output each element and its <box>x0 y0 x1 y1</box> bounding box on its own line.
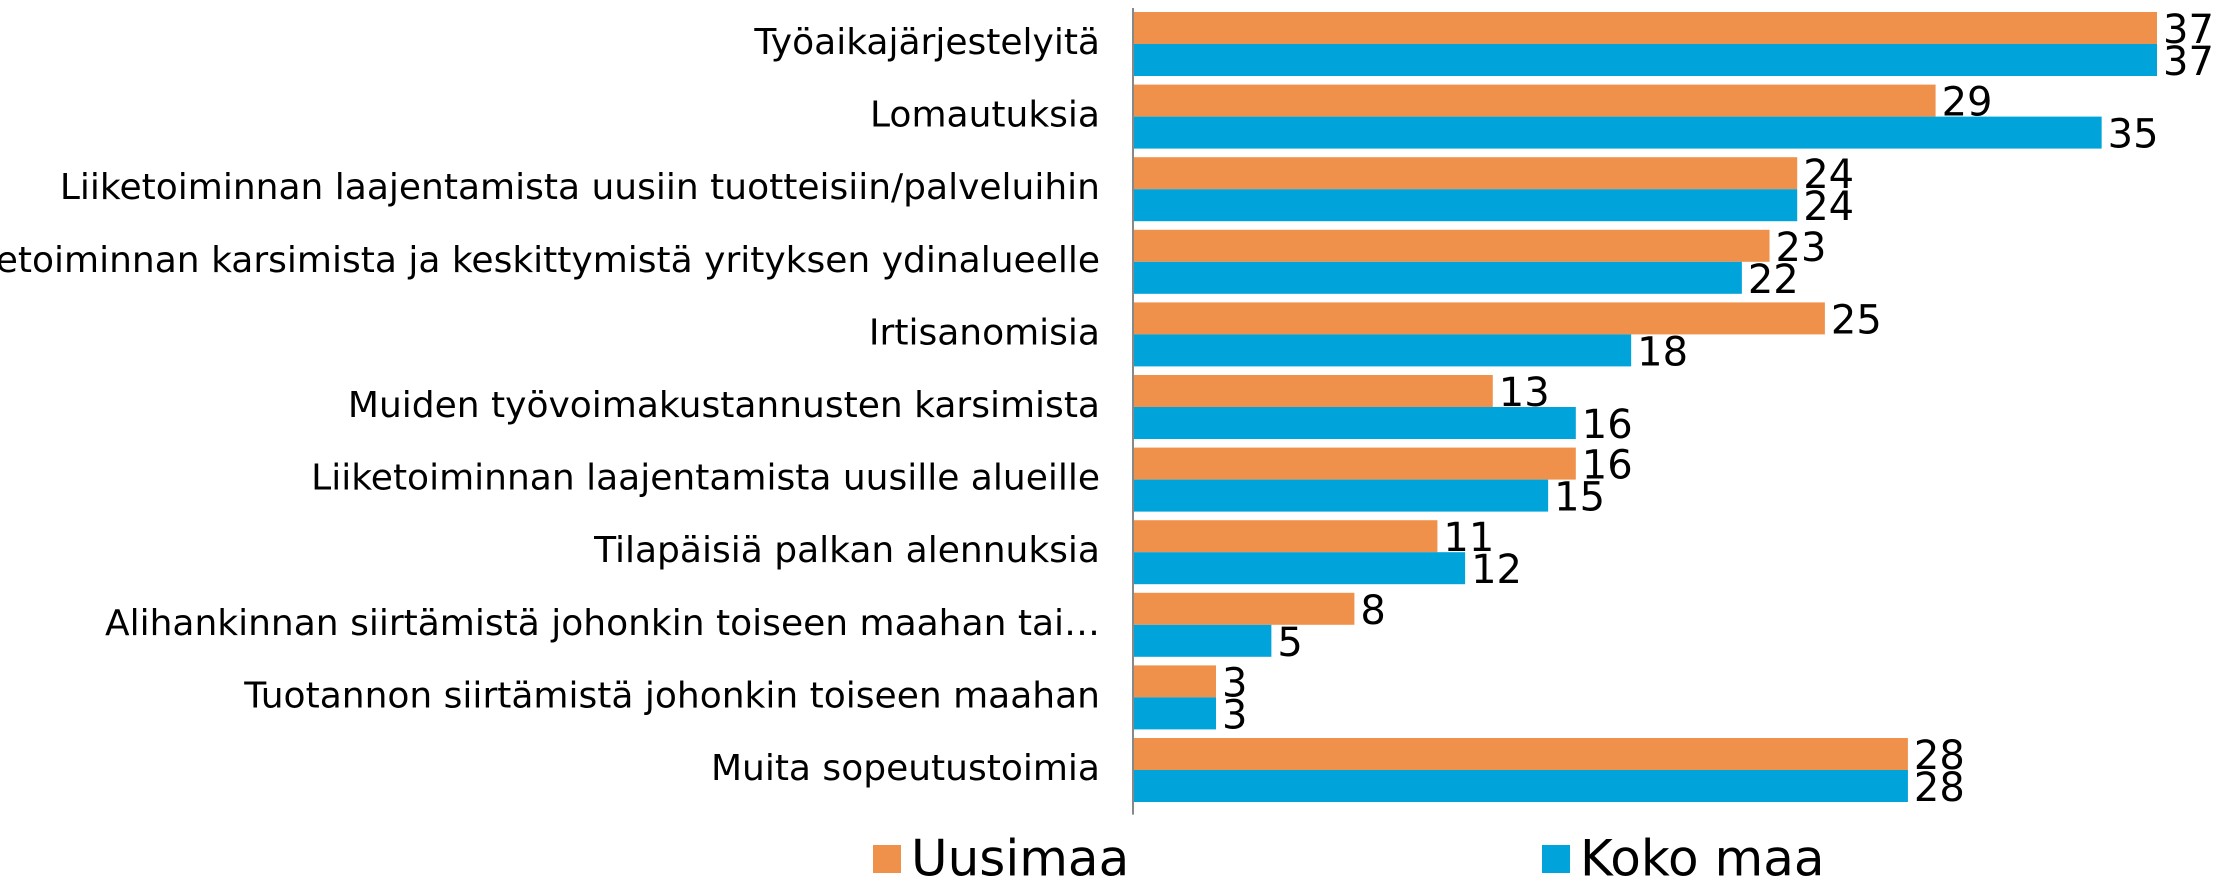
legend-swatch <box>873 845 901 873</box>
value-label: 8 <box>1360 588 1385 634</box>
value-label: 23 <box>1776 225 1827 271</box>
value-label: 28 <box>1914 765 1965 811</box>
category-label: Liiketoiminnan laajentamista uusille alu… <box>311 458 1100 499</box>
bar <box>1133 302 1825 335</box>
value-label: 18 <box>1637 329 1688 375</box>
value-label: 16 <box>1582 443 1633 489</box>
value-label: 22 <box>1748 257 1799 303</box>
bar <box>1133 738 1908 770</box>
bar <box>1133 375 1493 407</box>
bar <box>1133 592 1355 625</box>
value-label: 37 <box>2163 39 2214 85</box>
bar <box>1133 520 1438 553</box>
category-label: Liiketoiminnan karsimista ja keskittymis… <box>0 240 1100 281</box>
bar <box>1133 157 1798 190</box>
bar <box>1133 84 1936 117</box>
category-label: Tuotannon siirtämistä johonkin toiseen m… <box>243 675 1100 716</box>
legend-label: Uusimaa <box>911 830 1129 882</box>
category-label: Tilapäisiä palkan alennuksia <box>593 530 1100 571</box>
bar <box>1133 665 1217 698</box>
bar <box>1133 479 1549 512</box>
bar <box>1133 12 2157 44</box>
category-label: Työaikajärjestelyitä <box>753 22 1100 63</box>
bar <box>1133 116 2102 149</box>
bar <box>1133 229 1770 262</box>
category-label: Irtisanomisia <box>869 312 1100 353</box>
value-label: 5 <box>1277 620 1302 666</box>
value-label: 25 <box>1831 297 1882 343</box>
bar <box>1133 334 1632 367</box>
bar <box>1133 189 1798 222</box>
category-label: Muita sopeutustoimia <box>711 748 1100 789</box>
value-label: 24 <box>1803 184 1854 230</box>
bar <box>1133 552 1466 585</box>
value-label: 15 <box>1554 475 1605 521</box>
value-label: 24 <box>1803 152 1854 198</box>
value-label: 3 <box>1222 692 1247 738</box>
category-label: Alihankinnan siirtämistä johonkin toisee… <box>105 603 1100 644</box>
value-label: 28 <box>1914 733 1965 779</box>
category-label: Liiketoiminnan laajentamista uusiin tuot… <box>60 167 1100 208</box>
category-label: Muiden työvoimakustannusten karsimista <box>348 385 1100 426</box>
value-label: 35 <box>2108 112 2159 158</box>
bar <box>1133 261 1742 294</box>
bar <box>1133 447 1576 480</box>
legend-swatch <box>1542 845 1570 873</box>
value-label: 3 <box>1222 660 1247 706</box>
value-label: 16 <box>1582 402 1633 448</box>
category-label: Lomautuksia <box>870 95 1100 136</box>
value-label: 12 <box>1471 547 1522 593</box>
legend-label: Koko maa <box>1580 830 1825 882</box>
bar <box>1133 697 1217 730</box>
value-label: 37 <box>2163 7 2214 53</box>
bar <box>1133 44 2157 76</box>
bar <box>1133 624 1272 657</box>
bar <box>1133 407 1576 439</box>
bar <box>1133 770 1908 802</box>
